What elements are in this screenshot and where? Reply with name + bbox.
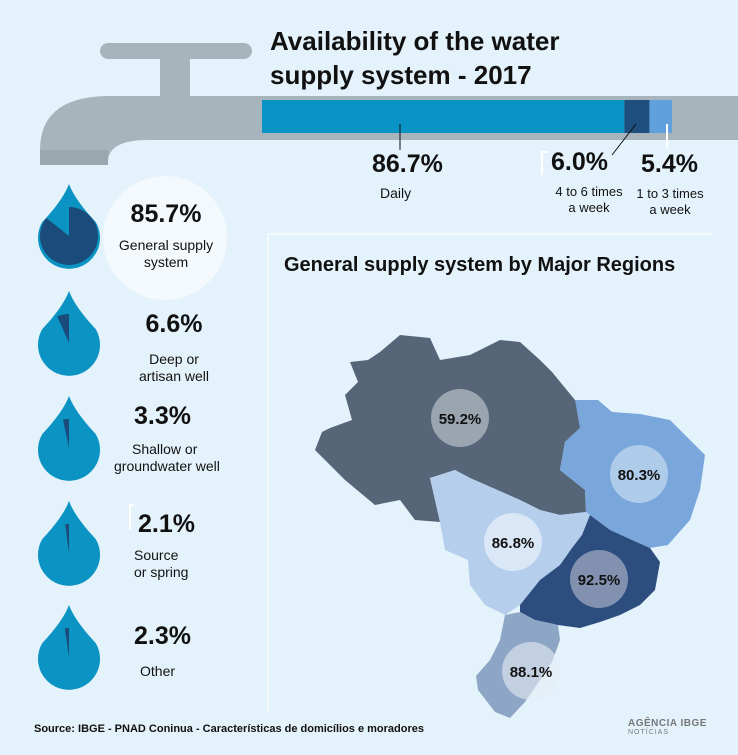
faucet-spout (40, 150, 108, 165)
drop-spring (38, 501, 100, 586)
bar-one-three-label-2: a week (649, 202, 691, 217)
source-label-1: Shallow or (132, 441, 198, 457)
bar-four-six-label-2: a week (568, 200, 610, 215)
bracket-spring (129, 504, 134, 530)
leader-four-six (611, 123, 637, 156)
bar-four-six-label: 4 to 6 times a week (535, 184, 643, 216)
drop-general (38, 184, 100, 269)
water-drops (38, 184, 100, 690)
source-label-2: or spring (134, 564, 189, 580)
bar-four-six-pct: 6.0% (551, 148, 608, 176)
bar-daily-label: Daily (380, 185, 412, 201)
source-pct: 2.1% (138, 510, 195, 538)
drop-pie-slice (57, 314, 69, 343)
source-item-general: 85.7% General supply system (110, 200, 222, 271)
faucet-graphic (40, 43, 738, 175)
source-label-1: Other (140, 663, 176, 679)
logo-main: AGÊNCIA IBGE (628, 718, 707, 729)
source-label-2: artisan well (138, 368, 210, 384)
source-item-shallow-well: 3.3% Shallow or groundwater well (110, 402, 260, 475)
region-circle-centerwest (484, 513, 542, 571)
drop-pie-slice (63, 418, 69, 448)
region-pct-southeast: 92.5% (578, 572, 621, 589)
bar-daily-pct: 86.7% (372, 150, 443, 178)
source-item-deep-well: 6.6% Deep or artisan well (118, 310, 230, 385)
source-label-2: system (143, 254, 189, 270)
bar-one-three-label: 1 to 3 times a week (622, 186, 718, 218)
drop-pie-slice (40, 207, 99, 265)
drop-deep-well (38, 291, 100, 376)
source-item-other: 2.3% Other (134, 622, 254, 680)
bar-four-to-six (624, 100, 650, 133)
drop-pie-slice (64, 628, 69, 657)
region-circle-north (431, 389, 489, 447)
bar-one-three-label-1: 1 to 3 times (636, 186, 704, 201)
page-title: Availability of the water supply system … (270, 24, 610, 92)
regions-title: General supply system by Major Regions (284, 254, 676, 276)
highlight-circle (103, 176, 227, 300)
source-label-1: General supply (118, 237, 214, 253)
faucet-handle (100, 43, 252, 59)
ibge-logo: AGÊNCIA IBGE NOTÍCIAS (628, 718, 707, 736)
region-pct-north: 59.2% (439, 411, 482, 428)
region-pct-south: 88.1% (510, 664, 553, 681)
region-pct-northeast: 80.3% (618, 467, 661, 484)
source-pct: 2.3% (134, 622, 191, 650)
bar-daily (262, 100, 625, 133)
faucet-stem (160, 55, 190, 100)
drop-pie-slice (65, 524, 69, 553)
region-circle-northeast (610, 445, 668, 503)
source-pct: 6.6% (145, 310, 203, 338)
region-circle-south (502, 642, 560, 700)
source-label-2: groundwater well (114, 458, 220, 474)
bar-four-six-label-1: 4 to 6 times (555, 184, 623, 199)
source-item-spring: 2.1% Source or spring (134, 510, 254, 581)
region-pct-centerwest: 86.8% (492, 535, 535, 552)
bar-one-three-pct: 5.4% (641, 150, 698, 178)
source-label-1: Source (134, 547, 179, 563)
source-pct: 85.7% (130, 200, 202, 228)
source-label-1: Deep or (149, 351, 199, 367)
leader-one-three (541, 151, 548, 175)
source-note: Source: IBGE - PNAD Coninua - Caracterís… (34, 723, 424, 735)
logo-sub: NOTÍCIAS (628, 729, 670, 736)
drop-other (38, 605, 100, 690)
title-line-2: supply system - 2017 (270, 60, 532, 90)
region-circle-southeast (570, 550, 628, 608)
title-line-1: Availability of the water (270, 26, 560, 56)
source-pct: 3.3% (134, 402, 191, 430)
drop-shallow-well (38, 396, 100, 481)
